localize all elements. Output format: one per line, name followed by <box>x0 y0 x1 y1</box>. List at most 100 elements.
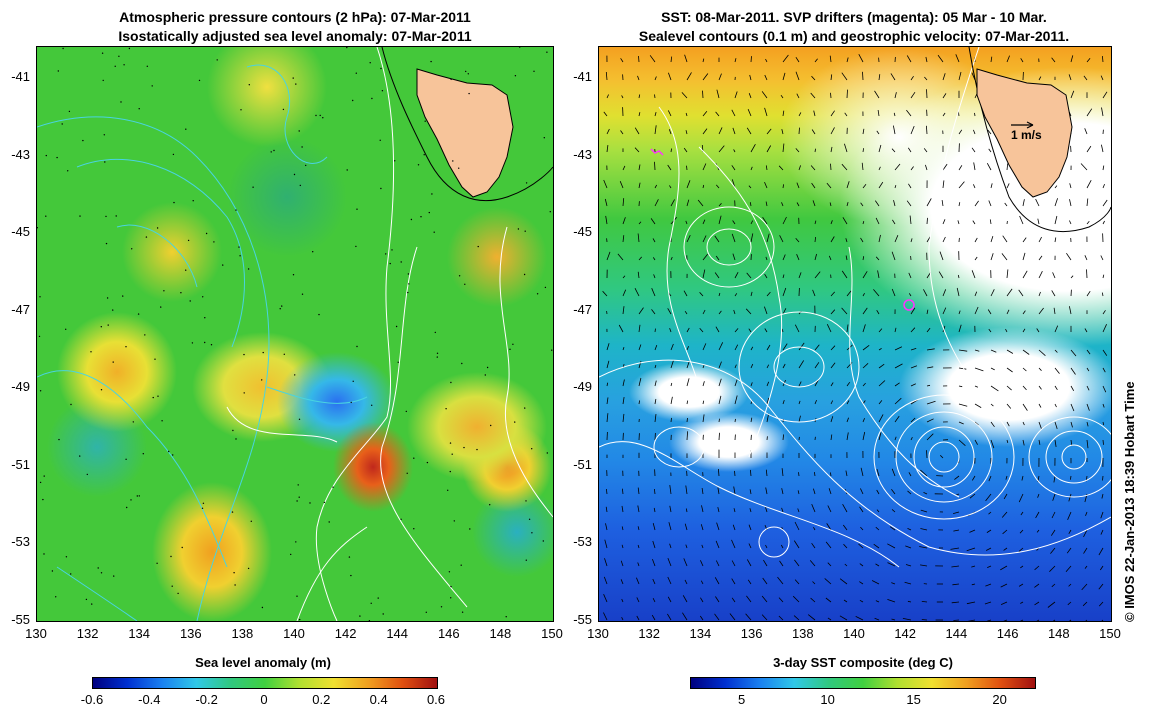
velocity-arrow <box>781 468 784 477</box>
velocity-arrow <box>839 578 848 585</box>
speckle-dot <box>61 123 63 125</box>
speckle-dot <box>261 379 263 381</box>
velocity-arrow <box>958 367 967 370</box>
velocity-arrow <box>702 90 704 99</box>
speckle-dot <box>389 262 391 265</box>
velocity-arrow <box>841 163 848 171</box>
velocity-arrow <box>891 251 896 261</box>
velocity-arrow <box>814 472 816 477</box>
velocity-arrow <box>792 595 800 603</box>
velocity-arrow <box>761 91 768 99</box>
velocity-arrow <box>1022 403 1028 411</box>
velocity-arrow <box>987 565 992 568</box>
speckle-dot <box>477 245 479 248</box>
velocity-arrow <box>825 541 832 549</box>
velocity-arrow <box>926 198 932 207</box>
velocity-arrow <box>841 270 848 279</box>
velocity-arrow <box>986 529 992 533</box>
velocity-arrow <box>746 127 752 135</box>
speckle-dot <box>509 348 511 350</box>
velocity-arrow <box>605 71 608 81</box>
x-tick-label: 148 <box>1047 626 1070 641</box>
velocity-arrow <box>761 595 768 603</box>
velocity-arrow <box>734 58 737 63</box>
velocity-arrow <box>1019 529 1024 534</box>
velocity-arrow <box>793 540 800 549</box>
velocity-arrow <box>846 381 851 387</box>
velocity-arrow <box>826 182 832 189</box>
velocity-arrow <box>809 560 816 567</box>
speckle-dot <box>407 273 410 275</box>
velocity-arrow <box>958 385 963 388</box>
velocity-arrow <box>910 91 916 99</box>
velocity-arrow <box>795 237 800 243</box>
velocity-arrow <box>636 615 640 621</box>
speckle-dot <box>222 264 224 266</box>
velocity-arrow <box>622 235 625 243</box>
speckle-dot <box>413 528 415 530</box>
speckle-dot <box>131 248 133 250</box>
speckle-dot <box>154 358 156 360</box>
velocity-arrow <box>920 528 928 531</box>
velocity-arrow <box>858 54 864 63</box>
velocity-arrow <box>814 399 817 405</box>
velocity-arrow <box>955 54 960 63</box>
colorbar-tick-label: 0 <box>260 692 268 707</box>
velocity-arrow <box>1085 511 1088 516</box>
velocity-arrow <box>830 400 834 405</box>
velocity-arrow <box>686 235 691 243</box>
speckle-dot <box>294 374 296 376</box>
velocity-arrow <box>846 400 850 405</box>
velocity-arrow <box>812 200 816 207</box>
velocity-arrow <box>1002 235 1008 243</box>
velocity-arrow <box>777 576 784 585</box>
velocity-arrow <box>670 343 674 351</box>
velocity-arrow <box>1001 253 1008 261</box>
velocity-arrow <box>1070 475 1072 480</box>
velocity-arrow <box>654 364 657 369</box>
velocity-arrow <box>1068 493 1072 502</box>
left-panel-title: Atmospheric pressure contours (2 hPa): 0… <box>36 8 554 46</box>
velocity-arrow <box>718 342 724 351</box>
speckle-dot <box>70 573 72 575</box>
velocity-arrow <box>1006 439 1009 444</box>
speckle-dot <box>461 611 464 613</box>
velocity-arrow <box>990 56 993 63</box>
speckle-dot <box>525 500 527 502</box>
velocity-arrow <box>622 165 626 171</box>
speckle-dot <box>198 79 201 82</box>
velocity-arrow <box>830 74 833 81</box>
speckle-dot <box>43 553 45 555</box>
velocity-arrow <box>604 539 608 549</box>
speckle-dot <box>142 453 144 455</box>
right-title-line2: Sealevel contours (0.1 m) and geostrophi… <box>638 28 1070 44</box>
y-tick-label: -47 <box>11 301 30 317</box>
speckle-dot <box>350 401 352 404</box>
speckle-dot <box>235 438 237 440</box>
speckle-dot <box>105 242 108 245</box>
y-tick-label: -45 <box>573 224 592 240</box>
velocity-arrow <box>926 125 928 135</box>
speckle-dot <box>453 520 455 522</box>
speckle-dot <box>319 114 321 117</box>
velocity-arrow <box>702 253 709 261</box>
velocity-arrow <box>924 76 928 81</box>
velocity-arrow <box>926 217 928 225</box>
speckle-dot <box>231 511 234 513</box>
speckle-dot <box>79 455 81 457</box>
velocity-arrow <box>1102 199 1108 207</box>
velocity-arrow <box>958 349 968 352</box>
sealevel-contour <box>1028 416 1111 498</box>
speckle-dot <box>295 541 297 543</box>
sealevel-contour <box>698 146 783 458</box>
velocity-arrow <box>942 236 946 243</box>
velocity-arrow <box>638 256 643 261</box>
velocity-arrow <box>1101 292 1104 297</box>
velocity-arrow <box>1038 291 1041 297</box>
pressure-contour <box>37 116 270 621</box>
velocity-arrow <box>1022 252 1026 261</box>
velocity-arrow <box>1070 90 1075 99</box>
velocity-arrow <box>750 363 754 369</box>
velocity-arrow <box>846 432 849 441</box>
velocity-arrow <box>926 418 934 423</box>
